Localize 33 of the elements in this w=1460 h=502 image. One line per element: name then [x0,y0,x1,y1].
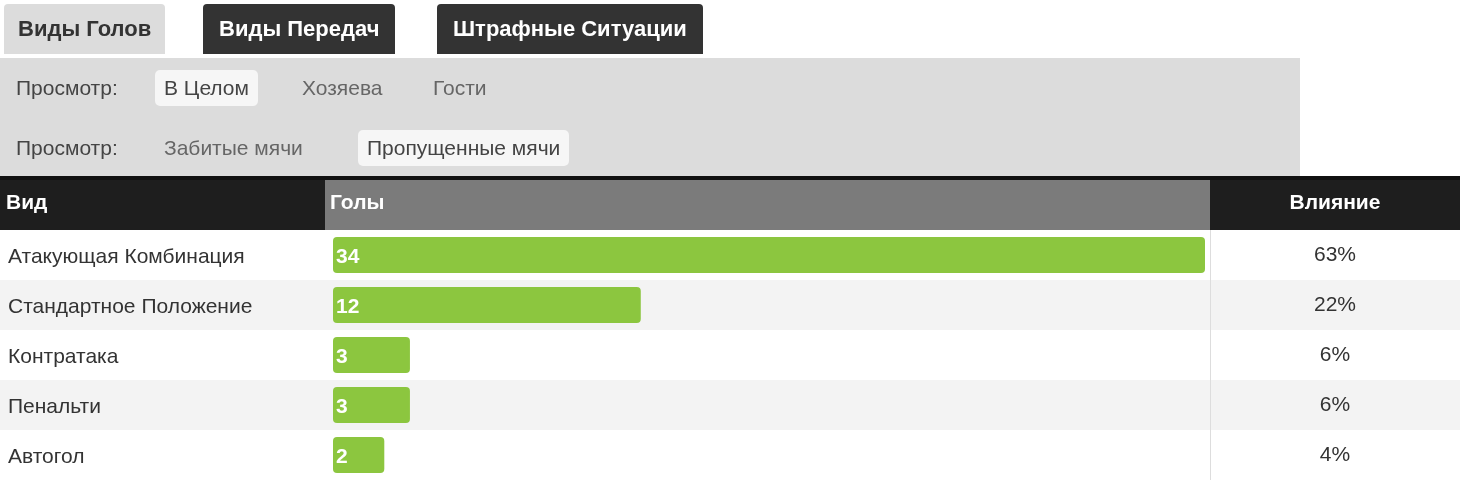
text: Забитые мячи [164,136,303,160]
data-label: 12 [336,293,360,317]
text: 22% [1313,292,1357,316]
text: 6% [1318,392,1352,416]
bar [333,337,410,373]
text: 6% [1318,342,1352,366]
bar [333,387,410,423]
text: В Целом [155,70,258,106]
y-axis-title: Вид [6,190,48,214]
data-label: 2 [336,443,348,467]
text: Хозяева [302,76,383,100]
text: Пропущенные мячи [358,130,570,166]
data-label: 3 [336,343,348,367]
text: Штрафные Ситуации [437,4,703,54]
y-tick-label: Пенальти [8,393,101,417]
y-tick-label: Контратака [8,343,119,367]
y-tick-label: Стандартное Положение [8,293,253,317]
bar [333,287,641,323]
text: Просмотр: [16,136,118,160]
bar [333,437,385,473]
x-axis-title: Голы [330,190,385,214]
text: Виды Передач [203,4,396,54]
text: Гости [433,76,487,100]
text: 4% [1318,442,1352,466]
y-tick-label: Атакующая Комбинация [8,243,245,267]
text: 63% [1313,242,1357,266]
text: Влияние [1288,190,1382,214]
text: Просмотр: [16,76,118,100]
text: Виды Голов [4,4,166,54]
y-tick-label: Автогол [8,443,85,467]
bar [333,237,1205,273]
data-label: 3 [336,393,348,417]
data-label: 34 [336,243,360,267]
